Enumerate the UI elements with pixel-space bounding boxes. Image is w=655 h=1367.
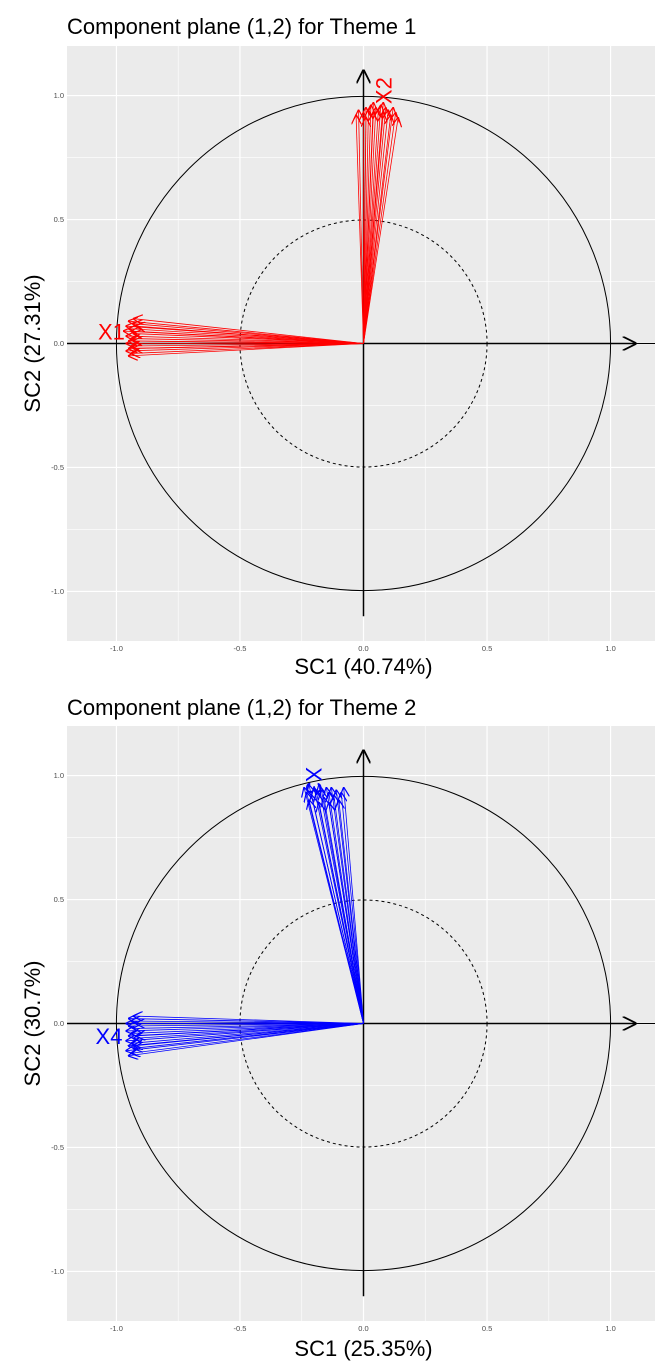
y-tick-label: -1.0	[51, 587, 64, 596]
loading-arrow	[134, 319, 364, 344]
series-x2: X2	[356, 77, 399, 344]
loading-arrow	[363, 113, 396, 344]
loading-arrow	[136, 1023, 364, 1036]
x-tick-label: -0.5	[233, 1324, 246, 1333]
loading-arrow	[334, 795, 364, 1024]
x-tick-label: 1.0	[605, 644, 615, 653]
x-axis-title: SC1 (25.35%)	[294, 1336, 432, 1361]
loading-arrow	[329, 803, 364, 1024]
loading-arrow	[129, 1024, 364, 1026]
loading-arrow	[363, 103, 384, 344]
x-tick-label: 0.5	[482, 1324, 492, 1333]
loading-arrow	[129, 1019, 364, 1024]
x-tick-label: 0.5	[482, 644, 492, 653]
y-tick-label: 1.0	[54, 771, 64, 780]
y-tick-label: 0.0	[54, 339, 64, 348]
loading-arrow	[363, 108, 376, 344]
loading-arrow	[134, 341, 364, 343]
loading-arrow	[341, 793, 364, 1024]
loading-arrow	[363, 118, 399, 344]
loading-arrow	[359, 110, 364, 344]
chart-theme-1: X1 X2 -1.0 -0.5 0.0 0.5 1.0 -1.0 -0.5 0.0 0.5 1.0 Co…	[20, 14, 655, 679]
loading-arrow	[363, 108, 394, 344]
loading-arrow	[126, 1023, 364, 1031]
y-axis-title: SC2 (30.7%)	[20, 961, 45, 1087]
series-x4: X4	[96, 1016, 364, 1056]
y-tick-label: -0.5	[51, 1143, 64, 1152]
loading-arrow	[344, 788, 364, 1024]
x-tick-label: -1.0	[110, 644, 123, 653]
series-x1: X1	[98, 319, 364, 356]
chart-title: Component plane (1,2) for Theme 1	[67, 14, 416, 39]
loading-arrow	[356, 115, 364, 344]
loading-arrow	[339, 800, 364, 1024]
y-axis-title: SC2 (27.31%)	[20, 274, 45, 412]
series-x3: X3	[301, 767, 364, 1024]
chart-title: Component plane (1,2) for Theme 2	[67, 695, 416, 720]
y-tick-label: 0.0	[54, 1019, 64, 1028]
loading-arrow	[126, 1023, 364, 1051]
loading-arrow	[309, 800, 364, 1024]
loading-arrow	[131, 339, 364, 344]
loading-arrow	[134, 334, 364, 344]
loading-arrow	[363, 110, 389, 344]
y-tick-label: 0.5	[54, 895, 64, 904]
chart-theme-2: X3 X4 -1.0 -0.5 0.0 0.5 1.0 -1.0 -0.5 0.0 0.5 1.0 Co…	[20, 695, 655, 1361]
x-tick-label: -0.5	[233, 644, 246, 653]
loading-arrow	[126, 1023, 364, 1041]
loading-arrow	[134, 1023, 364, 1046]
loading-arrow	[126, 343, 364, 351]
loading-arrow	[364, 118, 366, 344]
loading-arrow	[129, 343, 364, 356]
loading-arrow	[312, 795, 364, 1024]
y-tick-label: 1.0	[54, 91, 64, 100]
x-tick-label: 0.0	[358, 644, 368, 653]
x-tick-label: -1.0	[110, 1324, 123, 1333]
x-tick-label: 1.0	[605, 1324, 615, 1333]
variable-label: X1	[98, 319, 125, 344]
x-axis-title: SC1 (40.74%)	[294, 654, 432, 679]
loading-arrow	[319, 803, 364, 1024]
variable-label: X4	[96, 1024, 123, 1049]
variable-label: X3	[301, 767, 326, 794]
y-tick-label: 0.5	[54, 215, 64, 224]
y-tick-label: -0.5	[51, 463, 64, 472]
loading-arrow	[129, 1023, 364, 1056]
loading-arrow	[131, 344, 364, 346]
loading-arrow	[324, 798, 364, 1024]
y-tick-label: -1.0	[51, 1267, 64, 1276]
loading-arrow	[136, 326, 364, 344]
x-tick-label: 0.0	[358, 1324, 368, 1333]
variable-label: X2	[372, 77, 397, 104]
loading-arrow	[134, 1016, 364, 1024]
loading-arrow	[363, 103, 374, 344]
loading-arrow	[131, 1021, 364, 1023]
loading-arrow	[363, 108, 386, 344]
